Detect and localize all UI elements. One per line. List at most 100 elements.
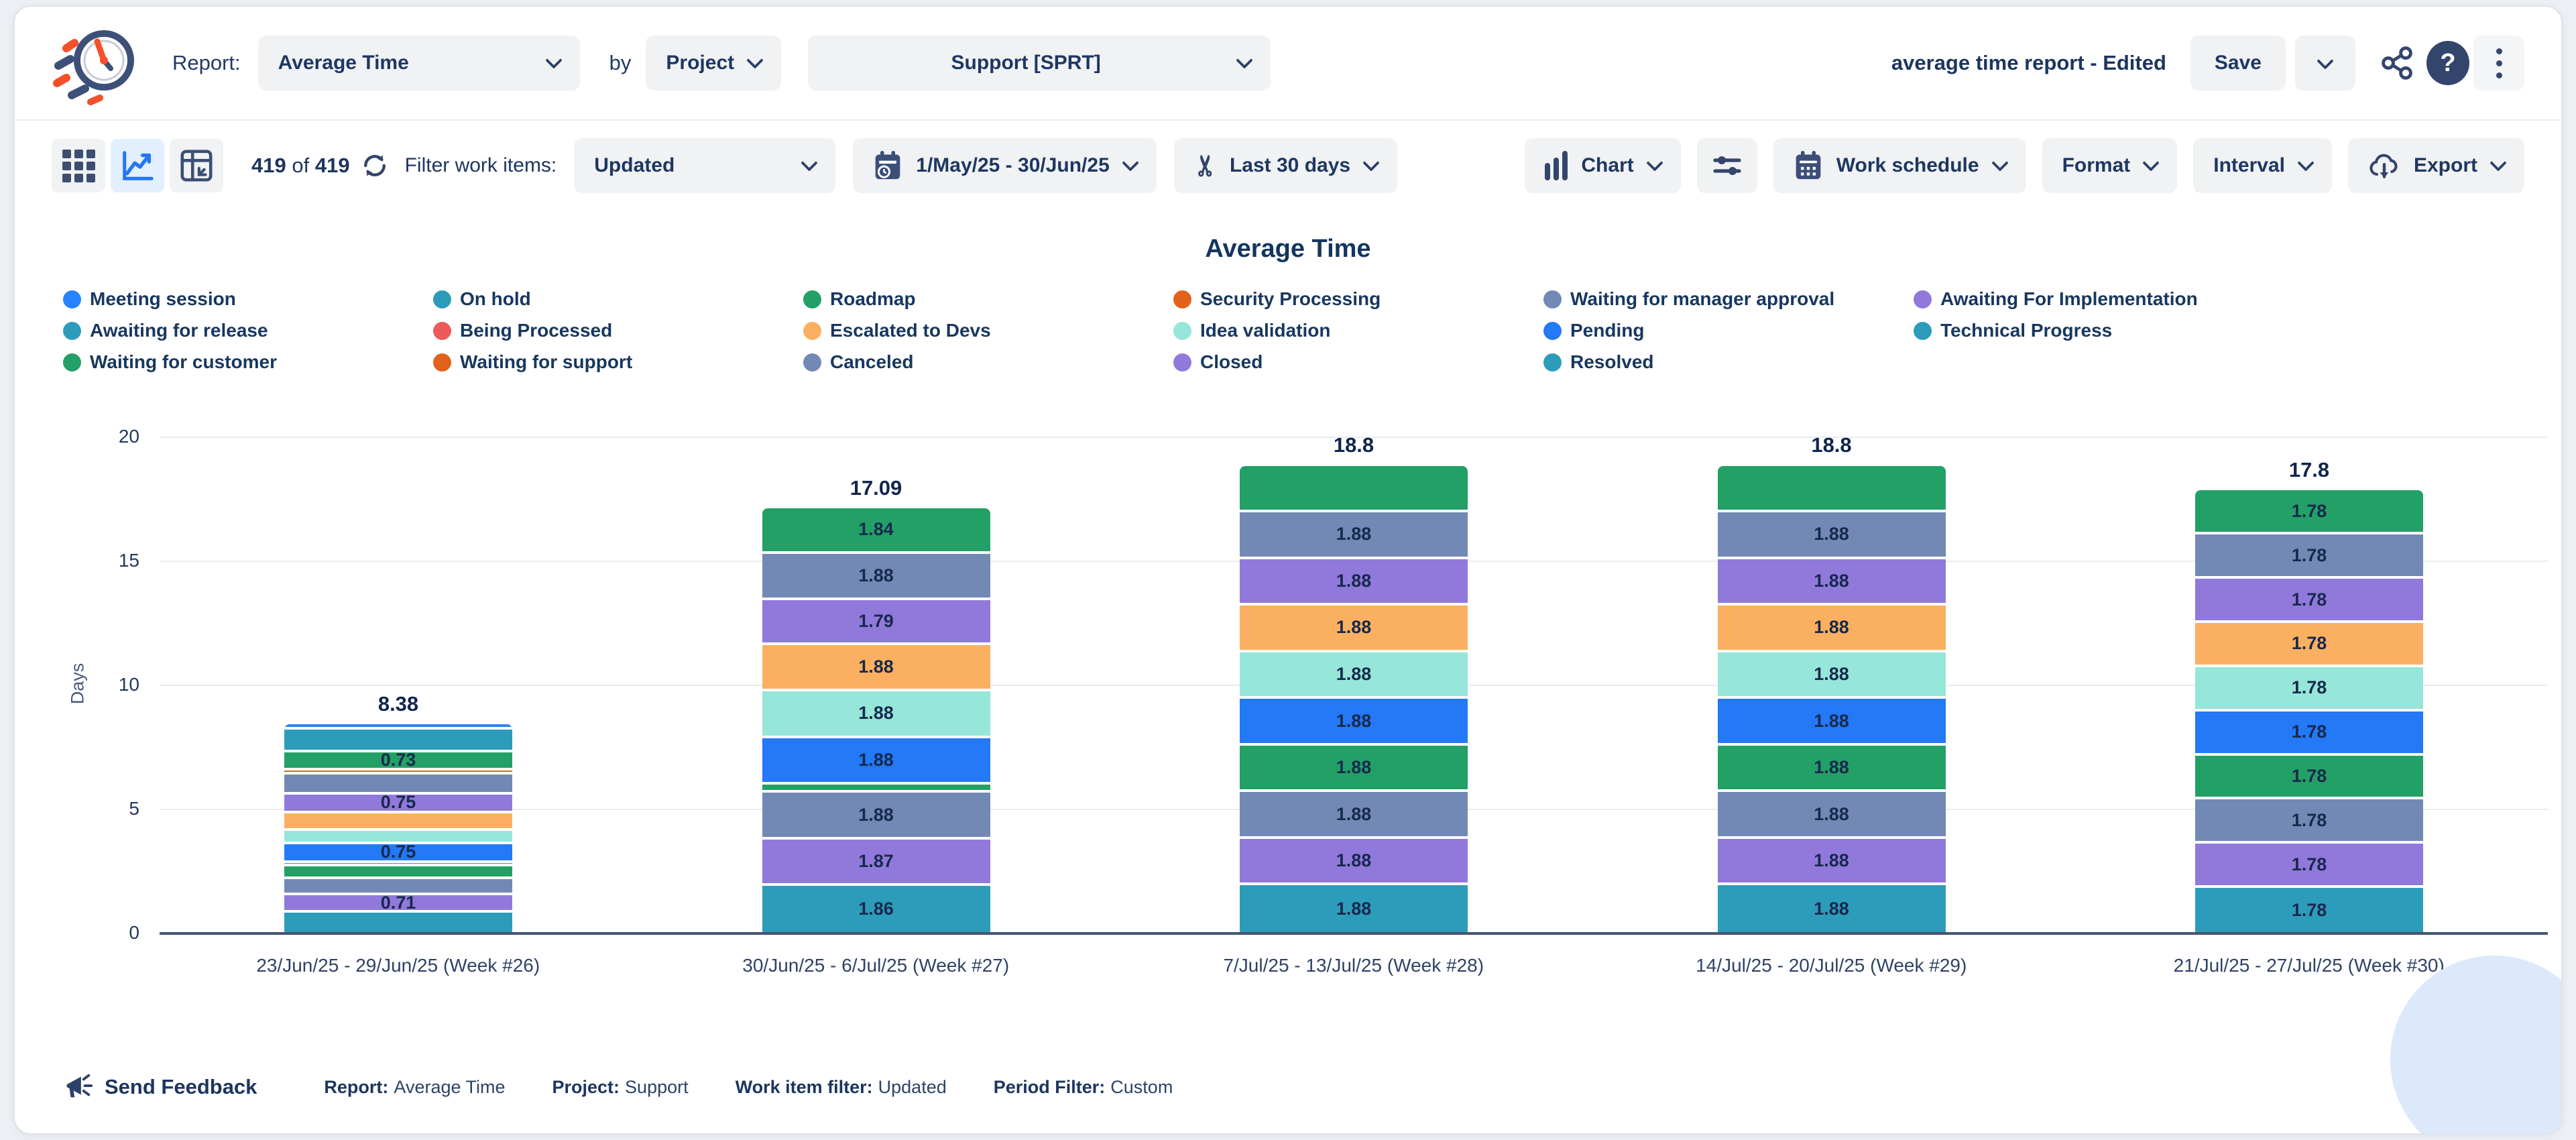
- legend-item[interactable]: Pending: [1543, 320, 1914, 341]
- bar-segment-waiting-for-customer[interactable]: [284, 866, 512, 879]
- bar-segment-awaiting-for-implementation[interactable]: 1.79: [762, 600, 990, 645]
- send-feedback-button[interactable]: Send Feedback: [63, 1072, 257, 1102]
- bar-segment-awaiting-for-implementation[interactable]: 0.75: [284, 795, 512, 813]
- bar-segment-on-hold[interactable]: [284, 730, 512, 753]
- view-toggle-pivot[interactable]: [170, 139, 223, 192]
- bar-segment-awaiting-for-implementation[interactable]: 1.78: [2195, 579, 2423, 623]
- bar-segment-escalated-to-devs[interactable]: 1.88: [762, 644, 990, 692]
- interval-select[interactable]: Interval: [2193, 138, 2332, 193]
- more-menu-icon[interactable]: [2473, 36, 2524, 91]
- refresh-icon[interactable]: [354, 145, 396, 186]
- bar-segment-resolved[interactable]: 1.88: [1240, 885, 1468, 932]
- legend-item[interactable]: Resolved: [1543, 351, 1914, 373]
- bar-segment-closed[interactable]: 0.71: [284, 895, 512, 913]
- bar-segment-waiting-for-manager-approval[interactable]: 1.88: [1240, 512, 1468, 559]
- bar-segment-awaiting-for-implementation[interactable]: 1.88: [1240, 559, 1468, 606]
- x-tick-label: 14/Jul/25 - 20/Jul/25 (Week #29): [1696, 955, 1967, 976]
- bar-segment-waiting-for-manager-approval[interactable]: 1.78: [2195, 534, 2423, 579]
- view-toggle-grid[interactable]: [52, 139, 105, 192]
- legend-item[interactable]: Meeting session: [63, 288, 433, 310]
- save-button[interactable]: Save: [2190, 36, 2286, 91]
- legend-item[interactable]: Security Processing: [1173, 288, 1543, 310]
- bar-segment-waiting-for-manager-approval[interactable]: 1.88: [762, 553, 990, 601]
- work-schedule-select[interactable]: Work schedule: [1773, 138, 2026, 193]
- bar-segment-canceled[interactable]: 1.88: [1240, 792, 1468, 839]
- bar-segment-waiting-for-customer[interactable]: 1.88: [1240, 745, 1468, 793]
- bar-segment-security-processing[interactable]: [284, 771, 512, 775]
- bar-segment-meeting-session[interactable]: [284, 724, 512, 730]
- bar-segment-pending[interactable]: 0.75: [284, 844, 512, 863]
- bar-total-label: 17.09: [850, 475, 902, 500]
- view-toggle-chart[interactable]: [111, 139, 164, 192]
- bar-segment-escalated-to-devs[interactable]: 1.88: [1717, 606, 1946, 652]
- chart-settings-button[interactable]: [1696, 138, 1757, 193]
- legend-item[interactable]: Technical Progress: [1914, 320, 2284, 341]
- format-select[interactable]: Format: [2042, 138, 2178, 193]
- bar-segment-roadmap[interactable]: [1240, 465, 1468, 513]
- chart-type-select[interactable]: Chart: [1525, 138, 1681, 193]
- bar-segment-resolved[interactable]: 1.86: [762, 886, 990, 932]
- bar[interactable]: 1.88 1.88 1.88 1.88 1.88 1.88 1.88 1.88 1.88: [1717, 465, 1946, 932]
- bar-segment-canceled[interactable]: [284, 878, 512, 895]
- bar-segment-idea-validation[interactable]: 1.88: [1240, 652, 1468, 699]
- bar-segment-roadmap[interactable]: 1.84: [762, 508, 990, 554]
- bar-segment-idea-validation[interactable]: [284, 831, 512, 845]
- legend-item[interactable]: Being Processed: [433, 320, 803, 341]
- bar-segment-closed[interactable]: 1.88: [1240, 838, 1468, 886]
- bar-segment-closed[interactable]: 1.88: [1717, 838, 1946, 886]
- share-icon[interactable]: [2372, 36, 2422, 91]
- bar-segment-waiting-for-customer[interactable]: 1.88: [1717, 745, 1946, 793]
- bar-segment-idea-validation[interactable]: 1.88: [1717, 652, 1946, 699]
- export-select[interactable]: Export: [2347, 138, 2524, 193]
- bar-segment-escalated-to-devs[interactable]: 1.88: [1240, 606, 1468, 652]
- legend-item[interactable]: Idea validation: [1173, 320, 1543, 341]
- bar-segment-idea-validation[interactable]: 1.78: [2195, 667, 2423, 711]
- bar-segment-waiting-for-customer[interactable]: [762, 785, 990, 793]
- work-item-filter-select[interactable]: Updated: [574, 138, 836, 193]
- trim-period-select[interactable]: ✂ Last 30 days: [1173, 138, 1398, 193]
- legend-item[interactable]: Waiting for support: [433, 351, 803, 373]
- legend-item[interactable]: Awaiting For Implementation: [1914, 288, 2284, 310]
- legend-item[interactable]: Canceled: [803, 351, 1173, 373]
- bar-segment-closed[interactable]: 1.87: [762, 840, 990, 887]
- legend-item[interactable]: Waiting for customer: [63, 351, 433, 373]
- legend-item[interactable]: Waiting for manager approval: [1543, 288, 1914, 310]
- bar[interactable]: 1.84 1.88 1.79 1.88 1.88 1.88 1.88 1.87 1.86: [762, 508, 990, 932]
- bar[interactable]: 1.78 1.78 1.78 1.78 1.78 1.78 1.78 1.78 1.78 1.78: [2195, 490, 2423, 932]
- bar-segment-resolved[interactable]: [284, 913, 512, 932]
- group-by-select[interactable]: Project: [646, 36, 782, 91]
- legend-item[interactable]: Roadmap: [803, 288, 1173, 310]
- legend-item[interactable]: On hold: [433, 288, 803, 310]
- report-type-select[interactable]: Average Time: [257, 36, 580, 91]
- bar-segment-resolved[interactable]: 1.78: [2195, 888, 2423, 932]
- bar-segment-closed[interactable]: 1.78: [2195, 844, 2423, 889]
- bar-segment-roadmap[interactable]: 0.73: [284, 752, 512, 771]
- legend-item[interactable]: Awaiting for release: [63, 320, 433, 341]
- bar[interactable]: 1.88 1.88 1.88 1.88 1.88 1.88 1.88 1.88 1.88: [1240, 465, 1468, 932]
- bar-segment-pending[interactable]: 1.88: [1717, 699, 1946, 746]
- bar-segment-escalated-to-devs[interactable]: 1.78: [2195, 622, 2423, 667]
- bar-segment-technical-progress[interactable]: [284, 862, 512, 867]
- bar-segment-waiting-for-customer[interactable]: 1.78: [2195, 755, 2423, 800]
- bar[interactable]: 0.73 0.75 0.75 0.71: [284, 724, 512, 932]
- bar-segment-waiting-for-manager-approval[interactable]: [284, 774, 512, 795]
- bar-segment-pending[interactable]: 1.78: [2195, 711, 2423, 756]
- project-select[interactable]: Support [SPRT]: [808, 36, 1271, 91]
- bar-segment-canceled[interactable]: 1.78: [2195, 799, 2423, 844]
- bar-segment-pending[interactable]: 1.88: [1240, 699, 1468, 746]
- legend-item[interactable]: Escalated to Devs: [803, 320, 1173, 341]
- bar-segment-canceled[interactable]: 1.88: [1717, 792, 1946, 839]
- bar-segment-canceled[interactable]: 1.88: [762, 793, 990, 840]
- bar-segment-waiting-for-manager-approval[interactable]: 1.88: [1717, 512, 1946, 559]
- help-icon[interactable]: ?: [2422, 36, 2473, 91]
- save-options-button[interactable]: [2295, 36, 2355, 91]
- bar-segment-awaiting-for-implementation[interactable]: 1.88: [1717, 559, 1946, 606]
- bar-segment-escalated-to-devs[interactable]: [284, 813, 512, 832]
- bar-segment-resolved[interactable]: 1.88: [1717, 885, 1946, 932]
- bar-segment-roadmap[interactable]: 1.78: [2195, 490, 2423, 535]
- bar-segment-idea-validation[interactable]: 1.88: [762, 691, 990, 738]
- bar-segment-roadmap[interactable]: [1717, 465, 1946, 513]
- date-range-select[interactable]: 1/May/25 - 30/Jun/25: [853, 138, 1157, 193]
- bar-segment-pending[interactable]: 1.88: [762, 738, 990, 785]
- legend-item[interactable]: Closed: [1173, 351, 1543, 373]
